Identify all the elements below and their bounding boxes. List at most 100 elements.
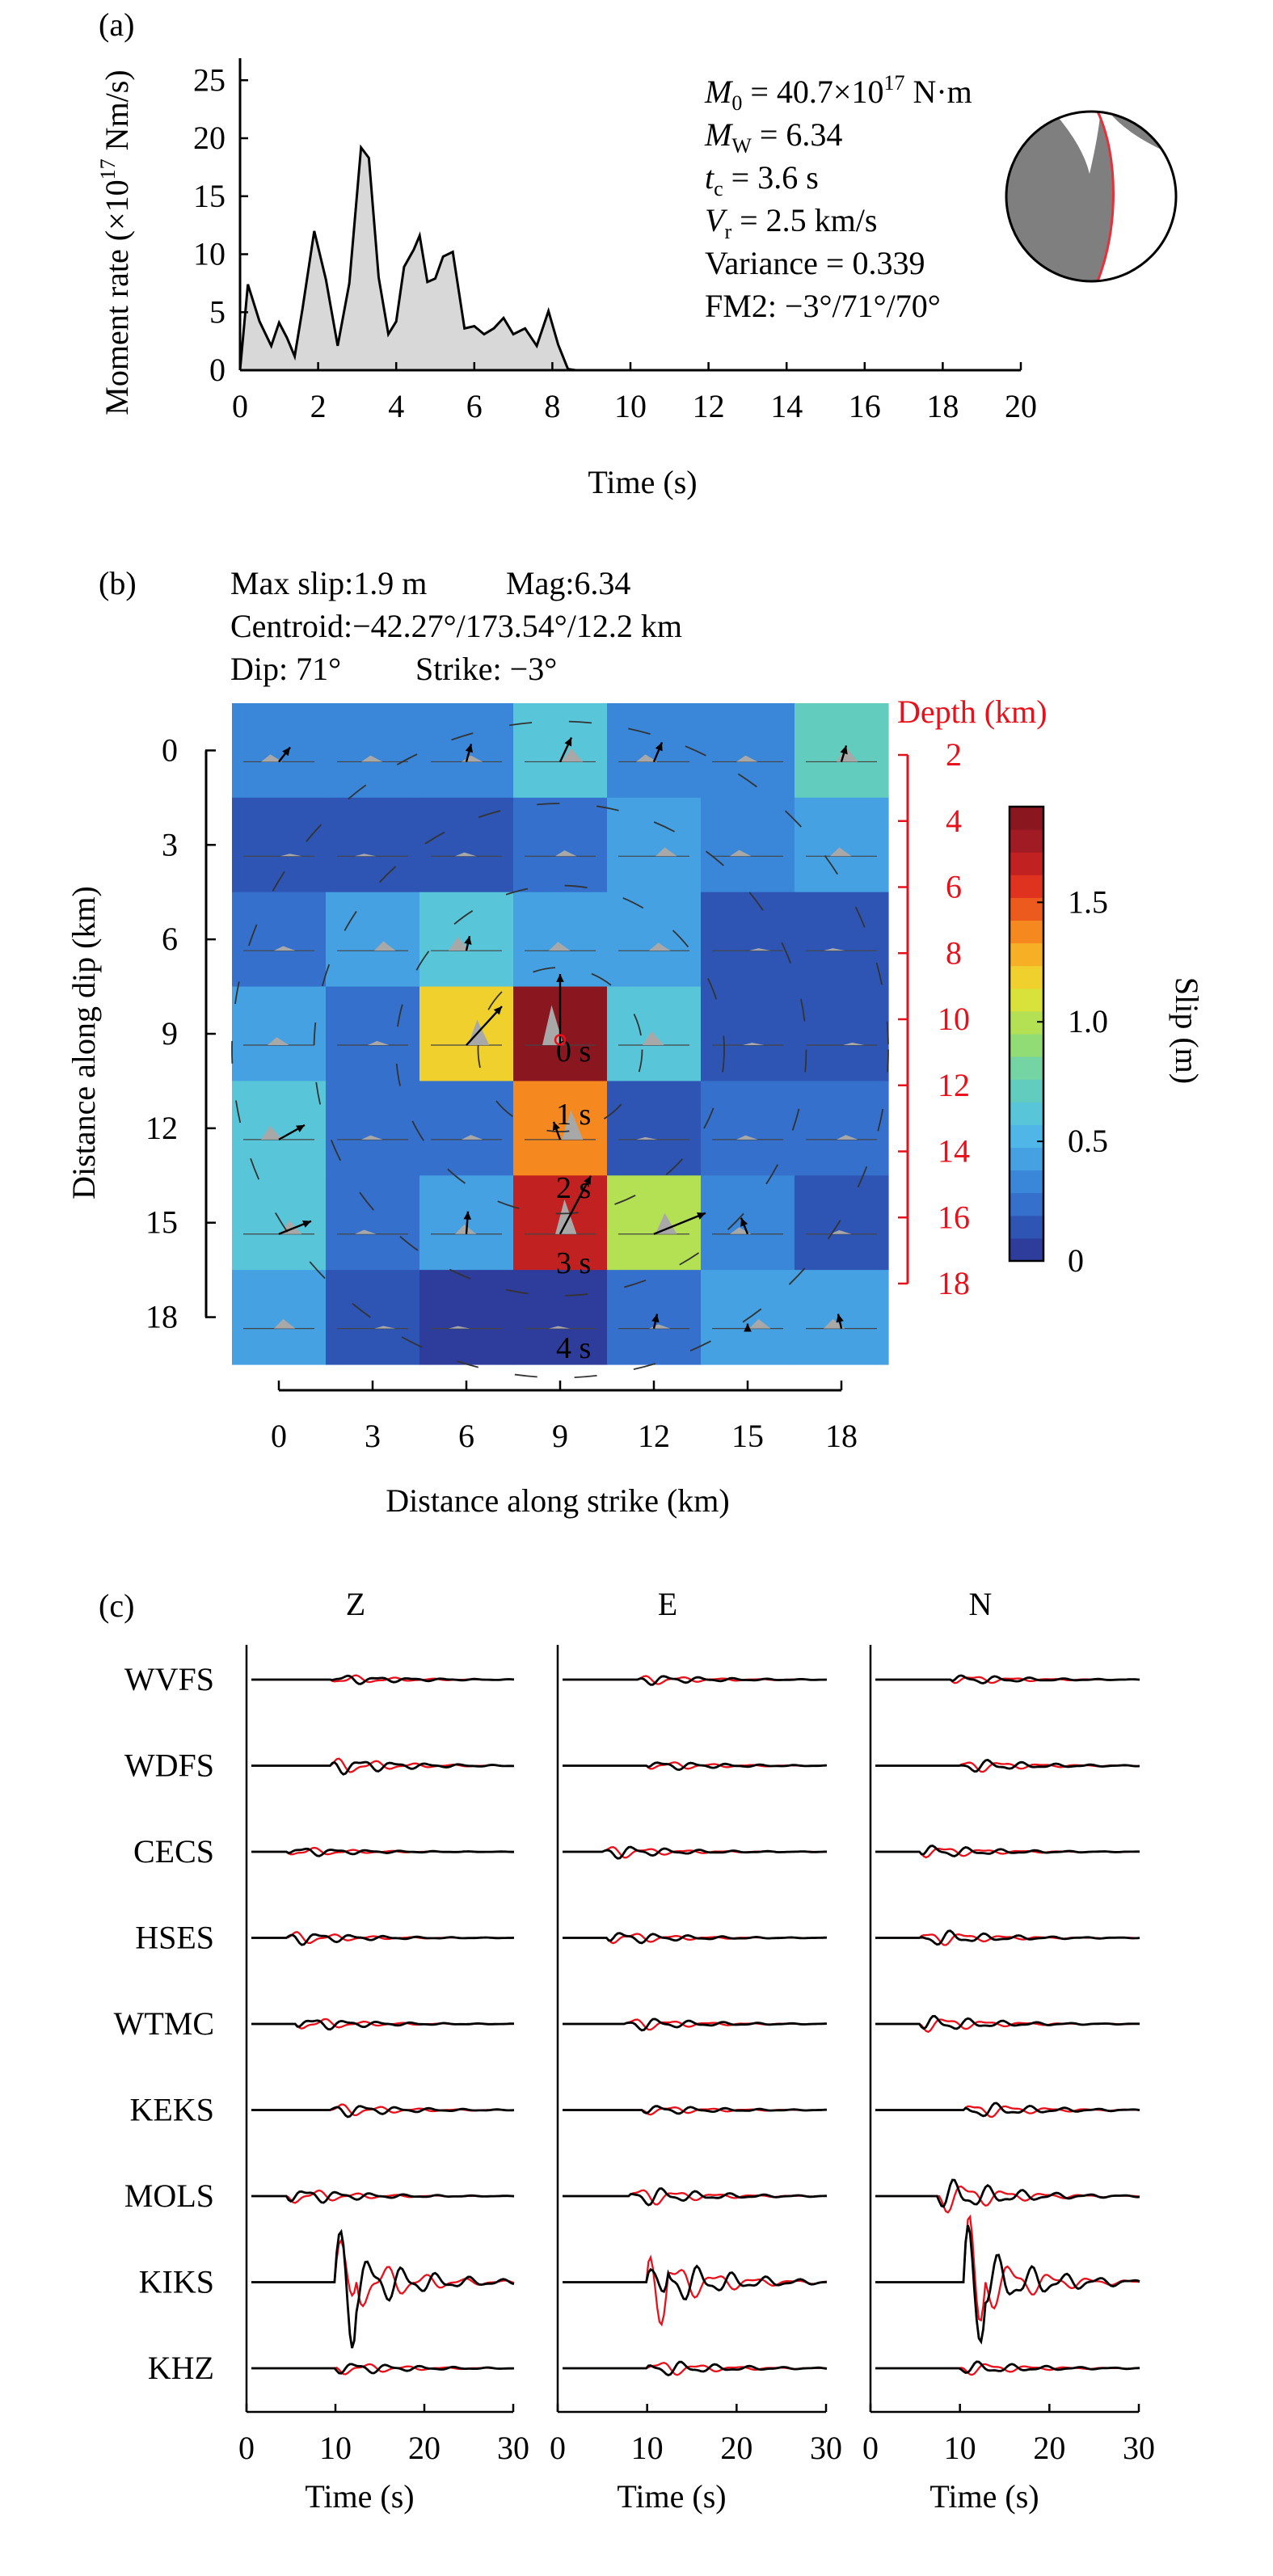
slip-cell — [419, 892, 514, 988]
a-ytick-label: 0 — [209, 352, 226, 388]
moment-rate-area — [240, 147, 1021, 370]
dip-tick-label: 12 — [145, 1110, 178, 1146]
stf-triangle — [455, 1225, 477, 1234]
observed-waveform — [563, 2264, 828, 2301]
station-label: KEKS — [130, 2092, 214, 2128]
param-value: = 2.5 km/s — [731, 202, 877, 238]
observed-waveform — [563, 1845, 827, 1860]
a-ytick-label: 20 — [193, 120, 226, 156]
stf-triangle — [261, 754, 283, 762]
waveform-tick-label: 30 — [1123, 2430, 1155, 2466]
station-label: MOLS — [124, 2178, 214, 2214]
stf-triangle — [730, 1227, 752, 1234]
beachball-icon — [1005, 110, 1178, 283]
slip-cell — [232, 986, 327, 1082]
depth-label: Depth (km) — [897, 694, 1047, 730]
observed-waveform — [875, 1674, 1140, 1684]
panel-a: (a) 0 2 4 6 8 10 12 14 16 18 20 0 5 10 15 20 25 Time (s)… — [96, 6, 1178, 500]
colorbar-label: Slip (m) — [1169, 977, 1205, 1084]
stf-triangle — [749, 948, 771, 951]
station-label: CECS — [133, 1833, 214, 1870]
panel-label-a: (a) — [99, 6, 134, 43]
slip-arrow-head — [465, 744, 474, 753]
slip-cell — [419, 1270, 514, 1365]
observed-waveform — [875, 2014, 1140, 2030]
strike-tick-label: 3 — [365, 1418, 381, 1454]
stf-triangle — [830, 847, 852, 857]
slip-map: 0 s 1 s 2 s 3 s 4 s 0 3 6 9 12 15 18 0 3 6 9 12 15 18 2 4 6 8 1… — [145, 703, 1108, 1454]
panel-label-b: (b) — [99, 565, 137, 601]
slip-cell — [795, 986, 889, 1082]
component-title: E — [658, 1586, 677, 1622]
a-xtick-label: 2 — [310, 388, 327, 424]
waveform-xlabel: Time (s) — [617, 2478, 726, 2515]
slip-cell — [513, 703, 608, 799]
observed-waveform — [563, 1932, 827, 1945]
param-value: = 40.7×10 — [742, 74, 883, 110]
slip-cell — [419, 1081, 514, 1176]
component-column-z: Z 0 10 20 30 Time (s) — [238, 1586, 529, 2515]
component-title: Z — [346, 1586, 365, 1622]
observed-waveform — [251, 2019, 514, 2031]
param-value: = 6.34 — [752, 116, 843, 153]
slip-cell — [607, 797, 702, 893]
slip-cell — [701, 1175, 795, 1271]
colorbar-segment — [1010, 1034, 1043, 1057]
depth-tick-label: 6 — [946, 869, 962, 905]
beachball-dilatation-north — [1055, 112, 1101, 174]
depth-tick-label: 8 — [946, 934, 962, 971]
colorbar-segment — [1010, 965, 1043, 989]
colorbar-segment — [1010, 988, 1043, 1012]
observed-waveform — [875, 2360, 1140, 2374]
observed-waveform — [875, 1845, 1140, 1857]
a-xtick-label: 20 — [1005, 388, 1037, 424]
slip-arrow-head — [655, 742, 663, 752]
synthetic-waveform — [251, 2237, 515, 2308]
slip-cell — [607, 986, 702, 1082]
observed-waveform — [563, 2187, 827, 2207]
slip-arrow-head — [556, 974, 564, 982]
stf-triangle — [562, 1110, 584, 1140]
stf-triangle — [555, 1199, 577, 1234]
observed-waveform — [563, 1761, 828, 1772]
a-ytick-label: 10 — [193, 236, 226, 272]
stf-triangle — [743, 1043, 765, 1046]
stf-triangle — [562, 748, 584, 762]
stf-triangle — [837, 1135, 858, 1140]
slip-arrow-shaft — [559, 1175, 592, 1235]
slip-arrow-shaft — [653, 1212, 706, 1235]
stf-triangle — [824, 948, 845, 951]
stf-triangle — [374, 941, 396, 951]
depth-tick-label: 18 — [938, 1265, 970, 1301]
a-xtick-label: 16 — [849, 388, 881, 424]
a-ylabel: Moment rate (×1017 Nm/s) — [96, 70, 135, 415]
slip-cell — [232, 1270, 327, 1365]
colorbar-segment — [1010, 1215, 1043, 1239]
colorbar-segment — [1010, 807, 1043, 830]
waveform-tick-label: 0 — [550, 2430, 566, 2466]
colorbar-segment — [1010, 875, 1043, 898]
rupture-time-label: 2 s — [556, 1171, 591, 1205]
observed-waveform — [563, 1675, 828, 1686]
a-xtick-label: 8 — [544, 388, 560, 424]
a-xtick-label: 18 — [926, 388, 959, 424]
stf-triangle — [361, 1135, 383, 1140]
stf-triangle — [649, 942, 671, 951]
slip-cell — [232, 1081, 327, 1176]
stf-triangle — [268, 1037, 289, 1046]
stf-triangle — [555, 850, 577, 857]
observed-waveform — [875, 2224, 1140, 2345]
station-label: WVFS — [124, 1661, 214, 1697]
observed-waveform — [251, 2105, 515, 2119]
stf-triangle — [361, 755, 383, 762]
param-symbol: M — [704, 116, 734, 153]
slip-cell — [701, 986, 795, 1082]
rupture-front-contour — [477, 967, 643, 1132]
slip-cell — [232, 703, 327, 799]
station-label: WTMC — [114, 2005, 214, 2042]
panel-c: (c) Z 0 10 20 30 Time (s) E 0 10 20 30 Time (s) N 0 10… — [99, 1586, 1155, 2515]
waveform-tick-label: 10 — [631, 2430, 664, 2466]
strike-tick-label: 0 — [271, 1418, 287, 1454]
colorbar-frame — [1008, 805, 1045, 1263]
strike-tick-label: 12 — [638, 1418, 670, 1454]
